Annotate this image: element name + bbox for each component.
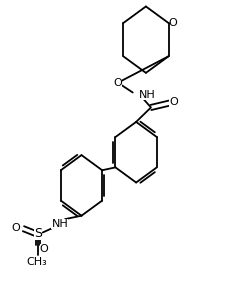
- Text: O: O: [40, 244, 48, 255]
- Text: O: O: [169, 97, 178, 107]
- Text: NH: NH: [52, 218, 68, 229]
- Text: NH: NH: [139, 90, 156, 100]
- Text: O: O: [168, 18, 177, 28]
- Text: O: O: [113, 78, 122, 88]
- Text: O: O: [11, 223, 20, 233]
- Text: S: S: [34, 227, 42, 240]
- Text: CH₃: CH₃: [27, 257, 47, 267]
